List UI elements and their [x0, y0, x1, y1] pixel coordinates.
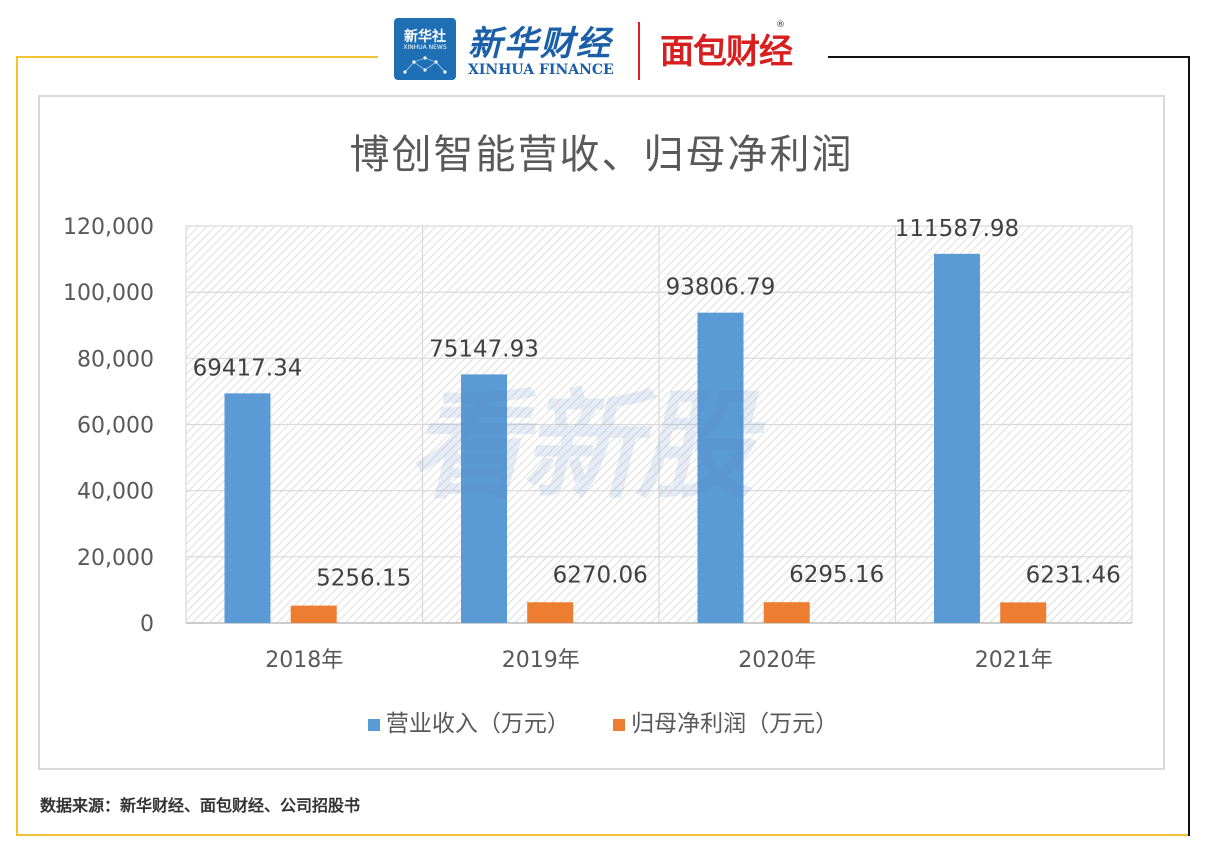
legend-swatch-profit — [613, 718, 626, 731]
bar-revenue — [224, 393, 271, 623]
bar-revenue — [460, 374, 507, 623]
data-label-profit: 6231.46 — [1026, 562, 1121, 588]
legend-item-revenue: 营业收入（万元） — [367, 704, 570, 738]
logo-divider — [638, 22, 640, 80]
bar-profit — [1000, 602, 1047, 623]
y-tick-label: 40,000 — [77, 480, 154, 505]
xinhua-news-logo: 新华社 XINHUA NEWS — [394, 18, 456, 80]
data-label-revenue: 69417.34 — [193, 355, 303, 381]
frame-bottom-line — [16, 834, 1190, 836]
watermark-text: 看新股 — [408, 377, 754, 515]
x-tick-label: 2021年 — [975, 648, 1053, 673]
y-tick-label: 20,000 — [77, 546, 154, 571]
y-tick-label: 120,000 — [63, 215, 154, 240]
data-label-profit: 6270.06 — [553, 562, 648, 588]
legend-label-revenue: 营业收入（万元） — [385, 711, 570, 737]
x-tick-label: 2019年 — [502, 648, 580, 673]
xinhua-news-text: XINHUA NEWS — [403, 44, 447, 51]
x-tick-label: 2020年 — [738, 648, 816, 673]
registered-mark: ® — [776, 20, 785, 30]
data-source-note: 数据来源：新华财经、面包财经、公司招股书 — [40, 796, 361, 815]
network-dots-icon — [403, 56, 447, 74]
legend-label-profit: 归母净利润（万元） — [631, 711, 839, 737]
header-logos: 新华社 XINHUA NEWS 新华财经 XINHUA FINANCE 面包财经… — [394, 14, 814, 86]
xinhua-she-text: 新华社 — [404, 29, 446, 45]
chart-title: 博创智能营收、归母净利润 — [349, 132, 854, 178]
x-axis-tick-labels: 2018年 2019年 2020年 2021年 — [265, 648, 1053, 673]
bar-profit — [527, 602, 574, 623]
data-label-revenue: 111587.98 — [895, 216, 1019, 242]
data-labels: 69417.34 5256.15 75147.93 6270.06 93806.79 62… — [193, 216, 1121, 592]
xinhua-finance-cn-logo: 新华财经 — [468, 24, 612, 64]
legend-item-profit: 归母净利润（万元） — [613, 704, 838, 738]
bars — [224, 253, 1047, 623]
frame-top-right-line — [828, 56, 1190, 58]
bar-profit — [763, 602, 810, 623]
data-label-revenue: 75147.93 — [429, 336, 539, 362]
data-label-profit: 6295.16 — [789, 562, 884, 588]
y-axis-tick-labels: 0 20,000 40,000 60,000 80,000 100,000 120,000 — [63, 215, 154, 637]
frame-top-left-line — [16, 56, 378, 58]
xinhua-finance-en-logo: XINHUA FINANCE — [468, 62, 614, 78]
y-tick-label: 100,000 — [63, 281, 154, 306]
frame-left-line — [16, 56, 18, 836]
data-label-revenue: 93806.79 — [666, 275, 776, 301]
bar-profit — [290, 605, 337, 623]
y-tick-label: 0 — [140, 612, 154, 637]
bar-revenue — [697, 312, 744, 623]
y-tick-label: 60,000 — [77, 414, 154, 439]
legend-swatch-revenue — [367, 718, 380, 731]
chart-legend: 营业收入（万元） 归母净利润（万元） — [0, 704, 1206, 738]
bar-revenue — [933, 253, 980, 623]
frame-right-line — [1188, 56, 1190, 836]
x-tick-label: 2018年 — [265, 648, 343, 673]
y-tick-label: 80,000 — [77, 347, 154, 372]
mianbao-finance-logo: 面包财经 — [660, 32, 793, 72]
data-label-profit: 5256.15 — [316, 566, 411, 592]
